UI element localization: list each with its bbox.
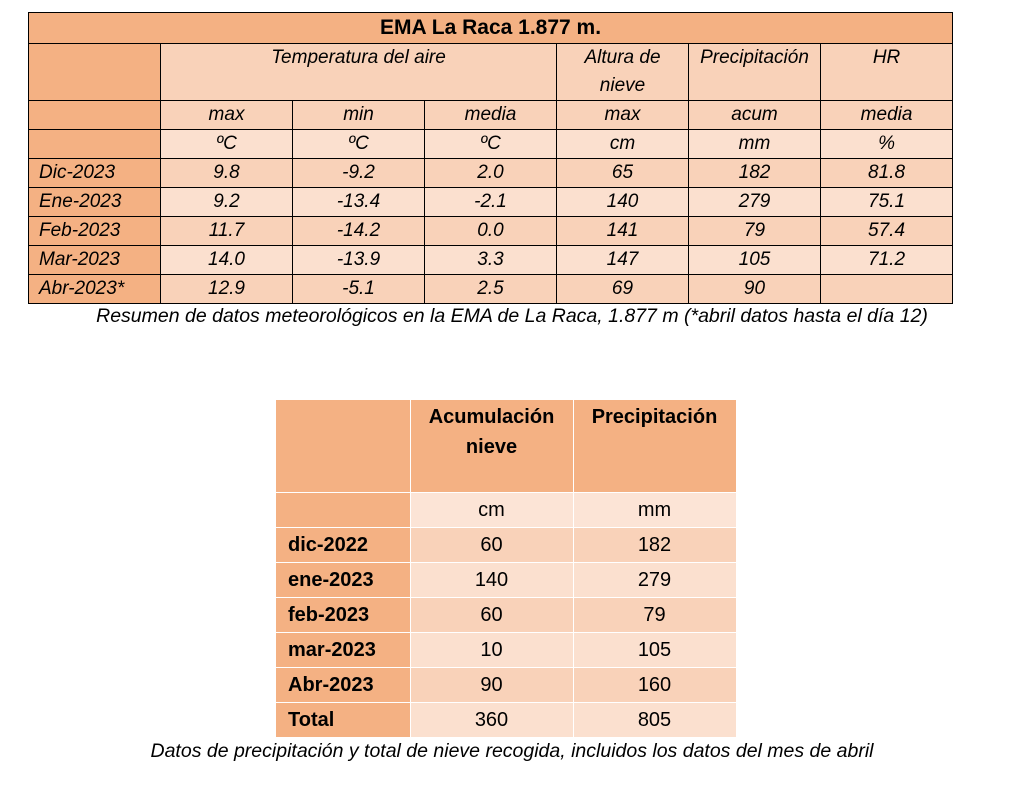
data-cell: 10 [410, 632, 574, 668]
subheader-cell: media [819, 100, 954, 130]
data-cell: 11.7 [160, 216, 293, 246]
data-cell: 182 [573, 527, 737, 563]
data-cell: 57.4 [819, 216, 954, 246]
data-cell: 360 [410, 702, 574, 738]
header-row: Acumulación nieve Precipitación [276, 400, 737, 493]
row-label: feb-2023 [276, 597, 411, 633]
subheader-cell: min [292, 100, 425, 130]
subheader-cell: max [160, 100, 293, 130]
corner-cell [276, 492, 411, 528]
header-temperature: Temperatura del aire [160, 43, 557, 101]
data-cell: 147 [556, 245, 689, 275]
table-row: Dic-2023 9.8 -9.2 2.0 65 182 81.8 [28, 158, 954, 188]
unit-cell: ºC [292, 129, 425, 159]
unit-cell: cm [410, 492, 574, 528]
data-cell: -14.2 [292, 216, 425, 246]
data-cell: 105 [573, 632, 737, 668]
row-label: mar-2023 [276, 632, 411, 668]
data-cell: -5.1 [292, 274, 425, 304]
table-row: Abr-2023 90 160 [276, 667, 737, 703]
units-row: ºC ºC ºC cm mm % [28, 129, 954, 159]
row-label: Mar-2023 [28, 245, 161, 275]
table1-caption: Resumen de datos meteorológicos en la EM… [96, 305, 928, 327]
data-cell: 90 [688, 274, 821, 304]
data-cell: 2.0 [424, 158, 557, 188]
data-cell: 140 [556, 187, 689, 217]
table-row: ene-2023 140 279 [276, 562, 737, 598]
corner-cell [28, 129, 161, 159]
data-cell: 79 [688, 216, 821, 246]
data-cell: -13.4 [292, 187, 425, 217]
data-cell: 805 [573, 702, 737, 738]
precipitation-snow-table: Acumulación nieve Precipitación cm mm di… [276, 400, 737, 738]
data-cell: 60 [410, 527, 574, 563]
data-cell: 65 [556, 158, 689, 188]
data-cell: 160 [573, 667, 737, 703]
data-cell: 279 [573, 562, 737, 598]
data-cell: 71.2 [819, 245, 954, 275]
header-precipitation: Precipitación [573, 400, 737, 493]
header-precipitation: Precipitación [688, 43, 821, 101]
table-row: feb-2023 60 79 [276, 597, 737, 633]
data-cell: 3.3 [424, 245, 557, 275]
unit-cell: mm [688, 129, 821, 159]
data-cell: 69 [556, 274, 689, 304]
table-row: Feb-2023 11.7 -14.2 0.0 141 79 57.4 [28, 216, 954, 246]
subheader-cell: acum [688, 100, 821, 130]
data-cell: 140 [410, 562, 574, 598]
table-row: mar-2023 10 105 [276, 632, 737, 668]
corner-cell [28, 43, 161, 101]
header-humidity: HR [819, 43, 954, 101]
row-label: dic-2022 [276, 527, 411, 563]
data-cell: 90 [410, 667, 574, 703]
table-row: dic-2022 60 182 [276, 527, 737, 563]
data-cell: 2.5 [424, 274, 557, 304]
data-cell: 279 [688, 187, 821, 217]
row-label: Abr-2023* [28, 274, 161, 304]
unit-cell: cm [556, 129, 689, 159]
row-label: Feb-2023 [28, 216, 161, 246]
table-row: Abr-2023* 12.9 -5.1 2.5 69 90 [28, 274, 954, 304]
unit-cell: % [819, 129, 954, 159]
data-cell: 12.9 [160, 274, 293, 304]
unit-cell: ºC [424, 129, 557, 159]
header-snow-accumulation: Acumulación nieve [410, 400, 574, 493]
data-cell: 79 [573, 597, 737, 633]
units-row: cm mm [276, 492, 737, 528]
weather-summary-table: EMA La Raca 1.877 m. Temperatura del air… [27, 12, 954, 304]
data-cell: -2.1 [424, 187, 557, 217]
table-row: Mar-2023 14.0 -13.9 3.3 147 105 71.2 [28, 245, 954, 275]
row-label: ene-2023 [276, 562, 411, 598]
data-cell: 141 [556, 216, 689, 246]
data-cell: -9.2 [292, 158, 425, 188]
header-snow-height: Altura de nieve [556, 43, 689, 101]
data-cell: 81.8 [819, 158, 954, 188]
data-cell [819, 274, 954, 304]
unit-cell: ºC [160, 129, 293, 159]
unit-cell: mm [573, 492, 737, 528]
subheader-cell: media [424, 100, 557, 130]
data-cell: 14.0 [160, 245, 293, 275]
subheader-row: max min media max acum media [28, 100, 954, 130]
table-row: Ene-2023 9.2 -13.4 -2.1 140 279 75.1 [28, 187, 954, 217]
table2-caption: Datos de precipitación y total de nieve … [150, 740, 874, 762]
data-cell: 9.2 [160, 187, 293, 217]
row-label: Ene-2023 [28, 187, 161, 217]
total-row: Total 360 805 [276, 702, 737, 738]
data-cell: 60 [410, 597, 574, 633]
data-cell: 0.0 [424, 216, 557, 246]
data-cell: 182 [688, 158, 821, 188]
corner-cell [276, 400, 411, 493]
corner-cell [28, 100, 161, 130]
data-cell: 105 [688, 245, 821, 275]
table-title: EMA La Raca 1.877 m. [27, 12, 954, 44]
data-cell: -13.9 [292, 245, 425, 275]
data-cell: 9.8 [160, 158, 293, 188]
subheader-cell: max [556, 100, 689, 130]
row-label: Dic-2023 [28, 158, 161, 188]
row-label: Total [276, 702, 411, 738]
data-cell: 75.1 [819, 187, 954, 217]
row-label: Abr-2023 [276, 667, 411, 703]
